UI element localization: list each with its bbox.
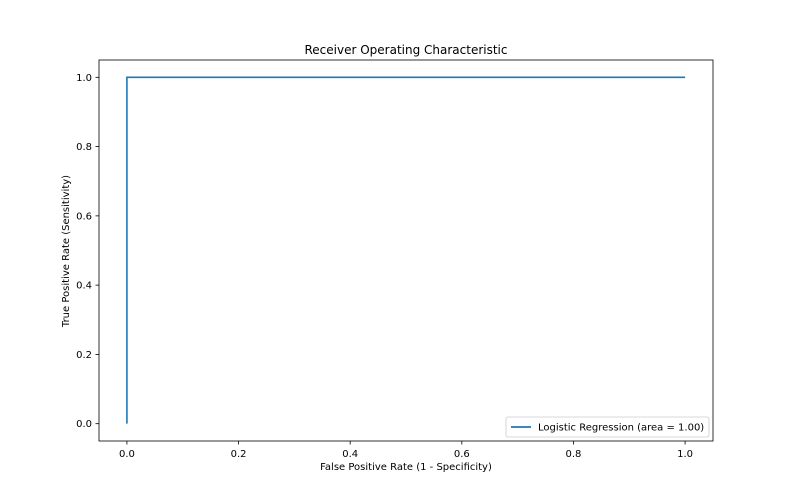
legend: Logistic Regression (area = 1.00)	[505, 416, 710, 438]
x-axis: 0.0 0.2 0.4 0.6 0.8 1.0	[119, 441, 693, 460]
x-tick-label: 0.2	[231, 449, 247, 460]
y-tick-label: 0.0	[76, 419, 92, 430]
y-axis: 0.0 0.2 0.4 0.6 0.8 1.0	[76, 73, 99, 430]
y-tick-label: 1.0	[76, 73, 92, 84]
y-axis-label: True Positive Rate (Sensitivity)	[61, 175, 72, 328]
y-tick-label: 0.2	[76, 350, 92, 361]
x-tick-label: 0.0	[119, 449, 135, 460]
chart-title: Receiver Operating Characteristic	[304, 43, 507, 57]
x-tick-label: 0.8	[566, 449, 582, 460]
y-tick-label: 0.8	[76, 142, 92, 153]
plot-area-frame	[98, 59, 714, 442]
roc-curve-line-0	[126, 76, 686, 424]
y-tick-label: 0.6	[76, 211, 92, 222]
x-axis-label: False Positive Rate (1 - Specificity)	[320, 462, 492, 473]
series-layer	[126, 76, 686, 424]
x-tick-label: 1.0	[677, 449, 693, 460]
legend-box	[505, 416, 710, 438]
y-tick-label: 0.4	[76, 281, 92, 292]
x-tick-label: 0.4	[342, 449, 358, 460]
legend-entry-label: Logistic Regression (area = 1.00)	[538, 423, 704, 434]
x-tick-label: 0.6	[454, 449, 470, 460]
